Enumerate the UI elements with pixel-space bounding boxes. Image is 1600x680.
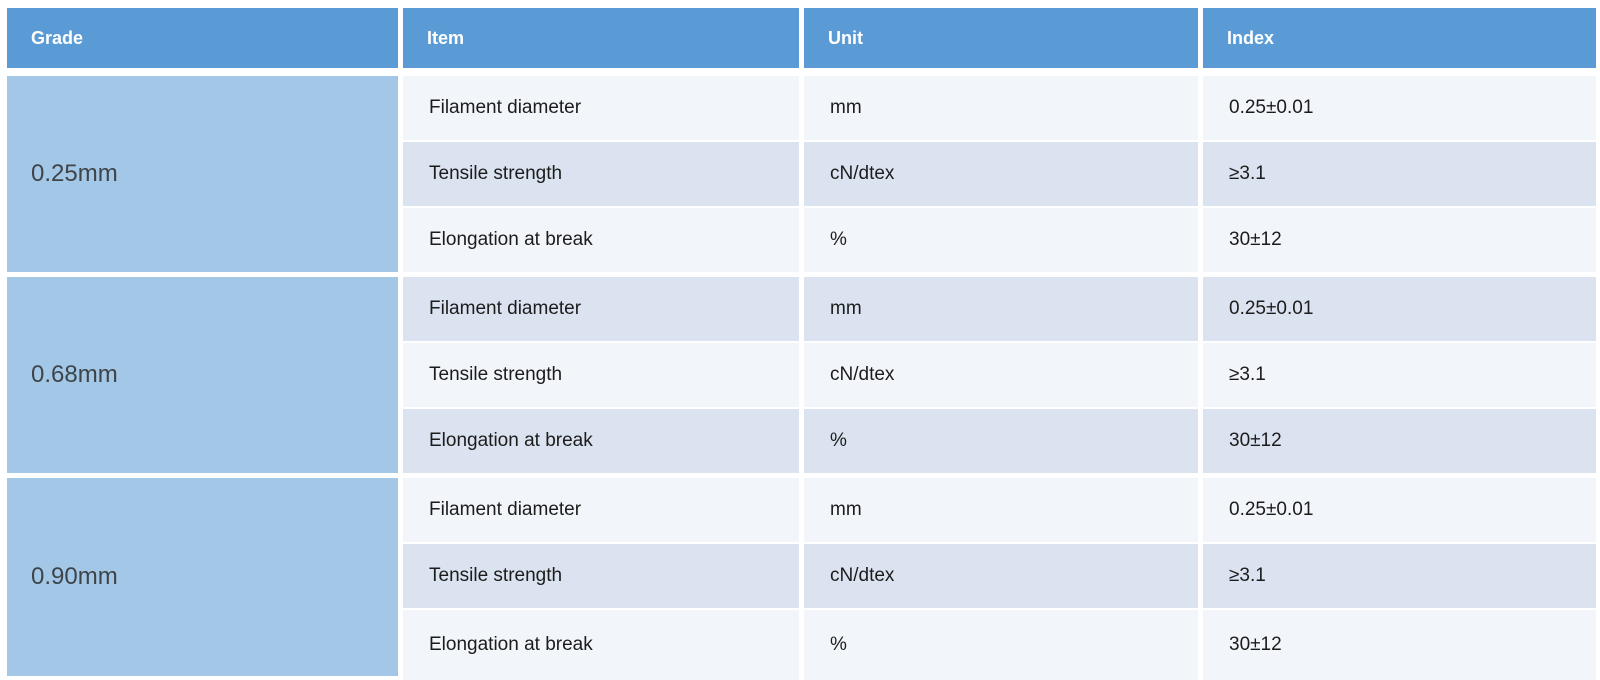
table-row: Elongation at break % 30±12 <box>403 208 1596 272</box>
table-row: Tensile strength cN/dtex ≥3.1 <box>403 343 1596 407</box>
table-row: Tensile strength cN/dtex ≥3.1 <box>403 544 1596 608</box>
grade-cell: 0.25mm <box>7 76 398 272</box>
index-cell: ≥3.1 <box>1203 142 1596 206</box>
unit-cell: cN/dtex <box>804 142 1198 206</box>
grade-group-068mm: 0.68mm Filament diameter mm 0.25±0.01 Te… <box>7 277 1596 473</box>
index-cell: 30±12 <box>1203 409 1596 473</box>
grade-group-090mm: 0.90mm Filament diameter mm 0.25±0.01 Te… <box>7 478 1596 680</box>
table-row: Elongation at break % 30±12 <box>403 610 1596 680</box>
item-cell: Elongation at break <box>403 610 799 680</box>
table-header-row: Grade Item Unit Index <box>7 8 1596 68</box>
index-cell: 30±12 <box>1203 208 1596 272</box>
table-row: Filament diameter mm 0.25±0.01 <box>403 478 1596 542</box>
header-cell-item: Item <box>403 8 799 68</box>
table-row: Filament diameter mm 0.25±0.01 <box>403 76 1596 140</box>
grade-cell: 0.90mm <box>7 478 398 676</box>
header-cell-unit: Unit <box>804 8 1198 68</box>
grade-cell: 0.68mm <box>7 277 398 473</box>
item-cell: Filament diameter <box>403 76 799 140</box>
grade-group-025mm: 0.25mm Filament diameter mm 0.25±0.01 Te… <box>7 76 1596 272</box>
index-cell: 0.25±0.01 <box>1203 478 1596 542</box>
index-cell: 0.25±0.01 <box>1203 277 1596 341</box>
item-cell: Elongation at break <box>403 409 799 473</box>
table-row: Elongation at break % 30±12 <box>403 409 1596 473</box>
index-cell: 0.25±0.01 <box>1203 76 1596 140</box>
unit-cell: mm <box>804 277 1198 341</box>
unit-cell: mm <box>804 76 1198 140</box>
index-cell: 30±12 <box>1203 610 1596 680</box>
group-rows: Filament diameter mm 0.25±0.01 Tensile s… <box>403 76 1596 272</box>
index-cell: ≥3.1 <box>1203 544 1596 608</box>
item-cell: Elongation at break <box>403 208 799 272</box>
item-cell: Tensile strength <box>403 343 799 407</box>
item-cell: Tensile strength <box>403 142 799 206</box>
group-rows: Filament diameter mm 0.25±0.01 Tensile s… <box>403 277 1596 473</box>
table-row: Filament diameter mm 0.25±0.01 <box>403 277 1596 341</box>
unit-cell: % <box>804 409 1198 473</box>
item-cell: Filament diameter <box>403 277 799 341</box>
item-cell: Filament diameter <box>403 478 799 542</box>
index-cell: ≥3.1 <box>1203 343 1596 407</box>
unit-cell: % <box>804 610 1198 680</box>
group-rows: Filament diameter mm 0.25±0.01 Tensile s… <box>403 478 1596 680</box>
unit-cell: % <box>804 208 1198 272</box>
unit-cell: cN/dtex <box>804 343 1198 407</box>
table-row: Tensile strength cN/dtex ≥3.1 <box>403 142 1596 206</box>
unit-cell: cN/dtex <box>804 544 1198 608</box>
header-cell-grade: Grade <box>7 8 398 68</box>
header-cell-index: Index <box>1203 8 1596 68</box>
item-cell: Tensile strength <box>403 544 799 608</box>
unit-cell: mm <box>804 478 1198 542</box>
